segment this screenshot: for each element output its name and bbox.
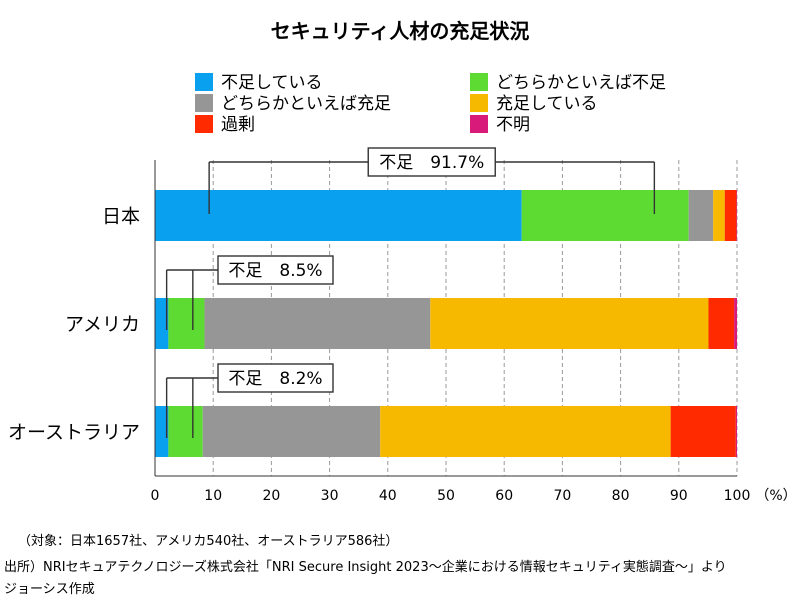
- legend-swatch: [470, 115, 488, 133]
- legend-swatch: [470, 73, 488, 91]
- x-tick-label: 60: [495, 488, 513, 504]
- category-label: アメリカ: [65, 314, 140, 336]
- x-axis: 0 10 20 30 40 50 60 70 80 90 100 （%）: [151, 160, 797, 504]
- chart-title: セキュリティ人材の充足状況: [271, 19, 530, 43]
- legend-label: どちらかといえば不足: [496, 73, 666, 93]
- bars: [155, 190, 737, 457]
- legend-label: 不明: [496, 115, 530, 135]
- bar-segment: [168, 406, 203, 457]
- category-label: オーストラリア: [8, 422, 140, 444]
- sample-note: （対象：日本1657社、アメリカ540社、オーストラリア586社）: [18, 534, 399, 549]
- annotation-box: [217, 255, 334, 285]
- stacked-bar-chart: セキュリティ人材の充足状況 不足している どちらかといえば不足どちらかといえば充足…: [8, 19, 797, 504]
- legend-label: 充足している: [496, 94, 598, 114]
- x-tick-label: 30: [321, 488, 339, 504]
- bar-segment: [155, 190, 522, 241]
- x-tick-label: 100: [724, 488, 751, 504]
- legend-swatch: [195, 73, 213, 91]
- legend-swatch: [195, 94, 213, 112]
- bar-segment: [168, 298, 205, 349]
- x-tick-label: 80: [612, 488, 630, 504]
- x-tick-label: 0: [151, 488, 160, 504]
- bar-segment: [736, 190, 737, 241]
- bar-segment: [688, 190, 714, 241]
- annotation-box: [217, 363, 334, 393]
- legend-label: 過剰: [221, 115, 255, 135]
- x-tick-label: 70: [553, 488, 571, 504]
- bar-segment: [155, 298, 169, 349]
- bar-segment: [202, 406, 381, 457]
- bar-segment: [380, 406, 671, 457]
- annotation-label: 不足 8.2%: [228, 369, 322, 389]
- source-note-line1: 出所）NRIセキュアテクノロジーズ株式会社「NRI Secure Insight…: [4, 560, 727, 575]
- bar-segment: [708, 298, 735, 349]
- annotation-label: 不足 91.7%: [379, 153, 484, 173]
- annotation-box: [367, 147, 496, 177]
- bar-segment: [155, 406, 169, 457]
- bar-segment: [670, 406, 736, 457]
- x-unit-label: （%）: [755, 488, 796, 504]
- bar-segment: [724, 190, 737, 241]
- x-tick-label: 90: [670, 488, 688, 504]
- bar-segment: [204, 298, 431, 349]
- x-tick-label: 20: [262, 488, 280, 504]
- bar-segment: [734, 298, 737, 349]
- bar-segment: [521, 190, 689, 241]
- source-note-line2: ジョーシス作成: [4, 582, 95, 597]
- legend-label: どちらかといえば充足: [221, 94, 391, 114]
- category-label: 日本: [102, 206, 140, 228]
- x-tick-label: 40: [379, 488, 397, 504]
- legend-swatch: [470, 94, 488, 112]
- bar-segment: [430, 298, 709, 349]
- annotation-label: 不足 8.5%: [228, 261, 322, 281]
- bar-segment: [713, 190, 725, 241]
- legend-label: 不足している: [221, 73, 323, 93]
- x-tick-label: 50: [437, 488, 455, 504]
- bar-segment: [735, 406, 737, 457]
- annotations: 不足 91.7% 不足 8.5% 不足 8.2%: [165, 147, 656, 438]
- legend-swatch: [195, 115, 213, 133]
- x-tick-label: 10: [204, 488, 222, 504]
